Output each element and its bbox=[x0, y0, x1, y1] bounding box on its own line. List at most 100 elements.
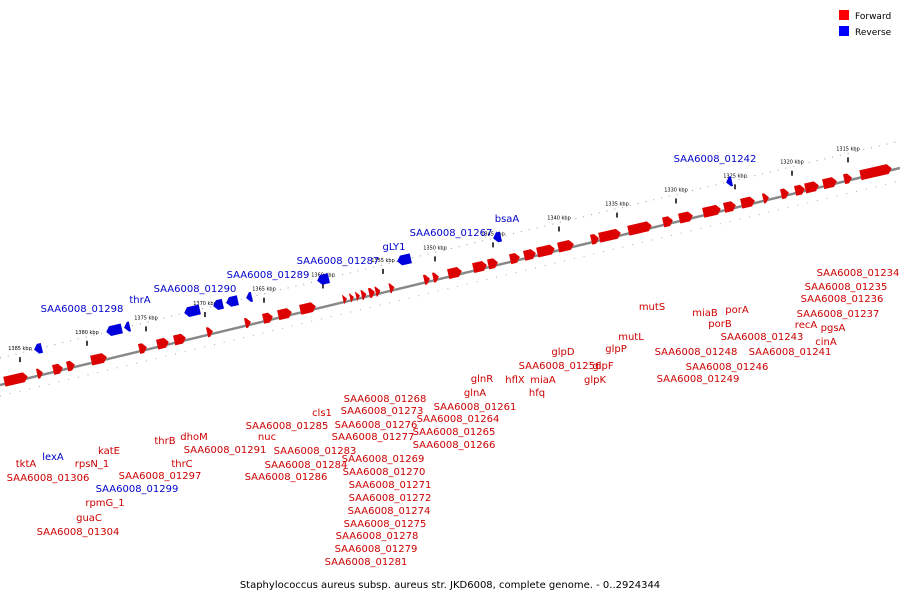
forward-gene-arrow bbox=[822, 177, 837, 190]
forward-gene-arrow bbox=[35, 368, 43, 379]
forward-gene-label: hfq bbox=[529, 388, 545, 399]
forward-gene-arrow bbox=[360, 289, 367, 300]
forward-gene-label: SAA6008_01266 bbox=[413, 440, 496, 451]
forward-gene-label: pgsA bbox=[821, 323, 846, 334]
reverse-gene-label: SAA6008_01290 bbox=[154, 284, 237, 295]
forward-gene-arrow bbox=[804, 181, 819, 194]
forward-gene-arrow bbox=[90, 353, 107, 366]
forward-gene-arrow bbox=[678, 211, 693, 224]
forward-gene-label: SAA6008_01286 bbox=[245, 472, 328, 483]
forward-gene-label: glpK bbox=[584, 375, 606, 386]
forward-gene-label: SAA6008_01297 bbox=[119, 471, 202, 482]
forward-gene-arrow bbox=[65, 360, 75, 372]
forward-gene-label: SAA6008_01246 bbox=[686, 362, 769, 373]
forward-gene-arrow bbox=[431, 272, 439, 283]
forward-gene-arrow bbox=[702, 204, 721, 218]
forward-gene-label: SAA6008_01283 bbox=[274, 446, 357, 457]
forward-gene-label: SAA6008_01241 bbox=[749, 347, 832, 358]
reverse-gene-label: SAA6008_01289 bbox=[227, 270, 310, 281]
tick-label: 1370 kbp bbox=[193, 301, 217, 307]
forward-gene-arrow bbox=[662, 216, 673, 228]
legend-forward-label: Forward bbox=[855, 12, 891, 22]
legend-reverse-swatch bbox=[839, 26, 849, 36]
forward-gene-label: SAA6008_01261 bbox=[434, 402, 517, 413]
forward-gene-arrow bbox=[388, 283, 395, 294]
forward-gene-label: SAA6008_01256 bbox=[519, 361, 602, 372]
forward-gene-arrow bbox=[367, 287, 375, 299]
tick-label: 1330 kbp bbox=[664, 187, 688, 193]
forward-gene-label: SAA6008_01249 bbox=[657, 374, 740, 385]
forward-gene-label: tktA bbox=[16, 459, 37, 470]
forward-gene-label: thrB bbox=[154, 436, 175, 447]
forward-gene-arrow bbox=[354, 291, 360, 302]
reverse-gene-label: SAA6008_01299 bbox=[96, 484, 179, 495]
tick-label: 1380 kbp bbox=[75, 330, 99, 336]
forward-gene-label: miaA bbox=[530, 375, 556, 386]
forward-gene-label: SAA6008_01281 bbox=[325, 557, 408, 568]
forward-gene-label: SAA6008_01278 bbox=[336, 531, 419, 542]
forward-gene-arrow bbox=[262, 312, 273, 324]
forward-gene-label: cls1 bbox=[312, 408, 332, 419]
forward-gene-label: guaC bbox=[76, 513, 102, 524]
forward-gene-label: rpmG_1 bbox=[85, 498, 124, 509]
reverse-gene-arrow bbox=[106, 323, 123, 336]
forward-gene-arrow bbox=[472, 260, 487, 273]
tick-label: 1385 kbp bbox=[8, 346, 32, 352]
forward-gene-arrow bbox=[299, 302, 316, 315]
reverse-gene-arrow bbox=[397, 253, 412, 266]
forward-gene-arrow bbox=[723, 201, 736, 213]
tick-label: 1375 kbp bbox=[134, 315, 158, 321]
forward-gene-label: mutS bbox=[639, 302, 665, 313]
forward-gene-label: porB bbox=[708, 319, 732, 330]
reverse-gene-label: SAA6008_01287 bbox=[297, 256, 380, 267]
reverse-gene-arrow bbox=[34, 342, 44, 354]
forward-gene-label: SAA6008_01269 bbox=[342, 454, 425, 465]
feature-group bbox=[3, 164, 892, 387]
reverse-gene-label: thrA bbox=[129, 295, 150, 306]
forward-gene-arrow bbox=[859, 164, 892, 181]
forward-gene-label: SAA6008_01236 bbox=[801, 294, 884, 305]
forward-gene-label: SAA6008_01306 bbox=[7, 473, 90, 484]
forward-gene-label: SAA6008_01264 bbox=[417, 414, 500, 425]
forward-gene-label: SAA6008_01277 bbox=[332, 432, 415, 443]
forward-gene-arrow bbox=[173, 333, 186, 346]
forward-gene-label: SAA6008_01273 bbox=[341, 406, 424, 417]
reverse-gene-arrow bbox=[317, 273, 330, 285]
reverse-gene-label: lexA bbox=[42, 452, 64, 463]
forward-gene-label: dhoM bbox=[180, 432, 207, 443]
forward-gene-label: glpD bbox=[551, 347, 574, 358]
reverse-gene-arrow bbox=[184, 304, 201, 317]
tick-label: 1315 kbp bbox=[836, 146, 860, 152]
forward-gene-label: katE bbox=[98, 446, 120, 457]
forward-gene-label: SAA6008_01291 bbox=[184, 445, 267, 456]
tick-label: 1365 kbp bbox=[252, 287, 276, 293]
forward-gene-label: SAA6008_01237 bbox=[797, 309, 880, 320]
forward-gene-label: SAA6008_01272 bbox=[349, 493, 432, 504]
forward-gene-arrow bbox=[52, 363, 63, 375]
reverse-gene-arrow bbox=[726, 176, 734, 187]
forward-gene-arrow bbox=[557, 240, 574, 253]
tick-label: 1320 kbp bbox=[780, 160, 804, 166]
forward-gene-label: SAA6008_01304 bbox=[37, 527, 120, 538]
forward-gene-label: hflX bbox=[505, 375, 525, 386]
forward-gene-label: SAA6008_01276 bbox=[335, 420, 418, 431]
forward-gene-arrow bbox=[422, 274, 430, 285]
forward-gene-arrow bbox=[243, 317, 251, 329]
forward-gene-arrow bbox=[761, 193, 769, 204]
tick-label: 1340 kbp bbox=[547, 216, 571, 222]
reverse-gene-label: SAA6008_01298 bbox=[41, 304, 124, 315]
reverse-gene-label: SAA6008_01242 bbox=[674, 154, 757, 165]
tick-label: 1355 kbp bbox=[371, 258, 395, 264]
tick-label: 1335 kbp bbox=[605, 202, 629, 208]
reverse-gene-arrow bbox=[226, 295, 239, 307]
forward-gene-arrow bbox=[156, 337, 169, 350]
forward-gene-arrow bbox=[536, 244, 555, 258]
tick-track bbox=[0, 140, 900, 359]
forward-gene-arrow bbox=[348, 292, 354, 303]
forward-gene-label: SAA6008_01265 bbox=[413, 427, 496, 438]
forward-gene-arrow bbox=[589, 233, 599, 245]
forward-gene-label: miaB bbox=[692, 308, 718, 319]
forward-gene-label: glnA bbox=[464, 388, 486, 399]
forward-gene-arrow bbox=[598, 228, 621, 243]
